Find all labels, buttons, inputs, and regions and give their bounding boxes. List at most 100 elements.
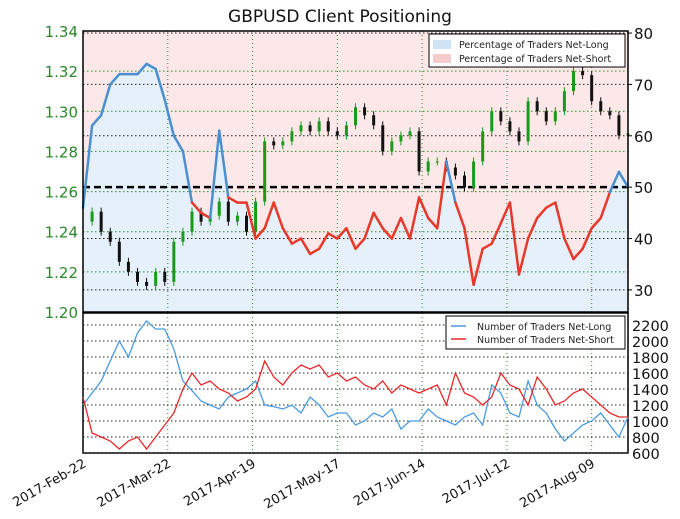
series-line-number-of-traders-net-short [82,359,628,451]
pct-net-long-line-segment [445,160,457,204]
pct-net-long-line-segment [454,201,466,230]
price-candle [508,121,512,132]
pct-net-long-line-segment [363,211,375,240]
bottom-axis-tick-label: 1000 [632,415,669,431]
pct-net-long-line-segment [199,211,212,220]
pct-net-long-line-segment [426,216,439,230]
pct-net-long-line-segment [190,201,203,215]
pct-net-long-line-segment [390,216,403,240]
price-candle [599,101,603,112]
price-candle [390,141,394,152]
left-axis-tick-label: 1.26 [45,184,78,202]
pct-net-long-line-segment [608,170,621,194]
pct-net-long-line-segment [281,227,294,245]
chart-title: GBPUSD Client Positioning [228,7,452,27]
pct-net-long-line-segment [99,83,112,117]
pct-net-long-line-segment [581,227,593,251]
legend-bottom: Number of Traders Net-Long Number of Trad… [445,315,626,350]
pct-net-long-line-segment [154,67,166,102]
pct-net-long-line-segment [572,247,584,261]
legend-swatch-long [433,40,451,49]
legend-label: Percentage of Traders Net-Long [459,40,609,51]
legend-box [445,315,626,350]
price-candle [581,71,585,76]
price-candle [108,231,112,242]
right-axis-tick-label: 80 [634,25,653,43]
pct-net-long-line-segment [317,232,330,251]
price-candle [235,215,239,222]
bottom-axis-tick-label: 1600 [632,367,669,383]
price-candle [290,131,294,142]
pct-net-long-line-segment [472,247,484,287]
bottom-axis-tick-label: 600 [632,447,660,463]
right-axis-tick-label: 40 [634,231,653,249]
legend-box [428,33,626,68]
pct-net-long-line-segment [508,201,521,276]
right-axis-tick-label: 60 [634,128,653,146]
pct-net-long-line-segment [145,62,157,71]
pct-net-long-line-segment [490,221,503,245]
right-axis-tick-label: 30 [634,282,653,300]
price-candle [544,111,548,122]
x-axis-tick-label: 2017-Feb-22 [10,456,89,510]
left-axis-tick-label: 1.24 [45,224,78,242]
pct-net-long-line-segment [181,149,194,204]
price-candle [435,161,439,163]
price-candle [463,175,466,188]
price-candle [481,131,485,162]
price-candle [335,131,339,136]
pct-net-long-line-segment [245,201,257,240]
price-candle [553,111,557,122]
pct-net-long-line-segment [290,237,303,245]
left-axis-tick-label: 1.22 [45,264,78,282]
bottom-axis-tick-label: 1400 [632,383,669,399]
pct-net-long-line-segment [90,113,103,127]
price-candle [308,125,312,132]
price-candle [535,101,539,112]
pct-net-long-line-segment [563,237,575,261]
price-candle [617,115,621,136]
pct-net-long-line-segment [417,196,430,220]
price-candle [145,281,149,286]
pct-net-long-line-segment [136,62,148,76]
price-candle [254,201,258,232]
price-candle [190,211,194,232]
pct-net-long-line-segment [172,134,185,153]
price-candle [172,241,176,282]
pct-net-long-line-segment [463,227,475,287]
pct-net-long-line-segment [554,201,566,240]
left-axis-tick-label: 1.20 [45,304,78,322]
pct-net-long-line-segment [254,227,266,240]
price-candle [453,167,457,176]
price-candle [136,271,139,282]
price-candle [372,115,376,126]
x-axis-tick-label: 2017-May-17 [262,456,344,512]
price-candle [163,271,167,282]
price-candle [245,215,248,232]
net-long-fill [83,63,628,312]
price-candle [499,111,503,122]
bottom-axis-tick-label: 2000 [632,335,669,351]
price-candle [226,201,230,222]
pct-net-long-line-segment [263,201,275,230]
left-axis-tick-label: 1.32 [45,63,78,81]
legend-top: Percentage of Traders Net-Long Percentage… [428,33,626,68]
bottom-axis-tick-label: 1800 [632,351,669,367]
pct-net-long-line-segment [227,196,239,204]
pct-net-long-line-segment [381,227,394,240]
pct-net-long-line-segment [299,237,312,256]
bottom-axis-tick-label: 1200 [632,399,669,415]
price-candle [590,75,594,102]
price-candle [472,161,476,188]
legend-label: Number of Traders Net-Short [477,335,614,346]
pct-net-long-line-segment [408,196,421,240]
x-axis-tick-label: 2017-Jun-14 [351,456,428,509]
price-candle [608,111,612,116]
price-candle [526,101,530,142]
price-candle [354,107,357,126]
pct-net-long-line-segment [308,247,321,256]
price-candle [417,131,421,172]
price-candle [126,261,130,272]
